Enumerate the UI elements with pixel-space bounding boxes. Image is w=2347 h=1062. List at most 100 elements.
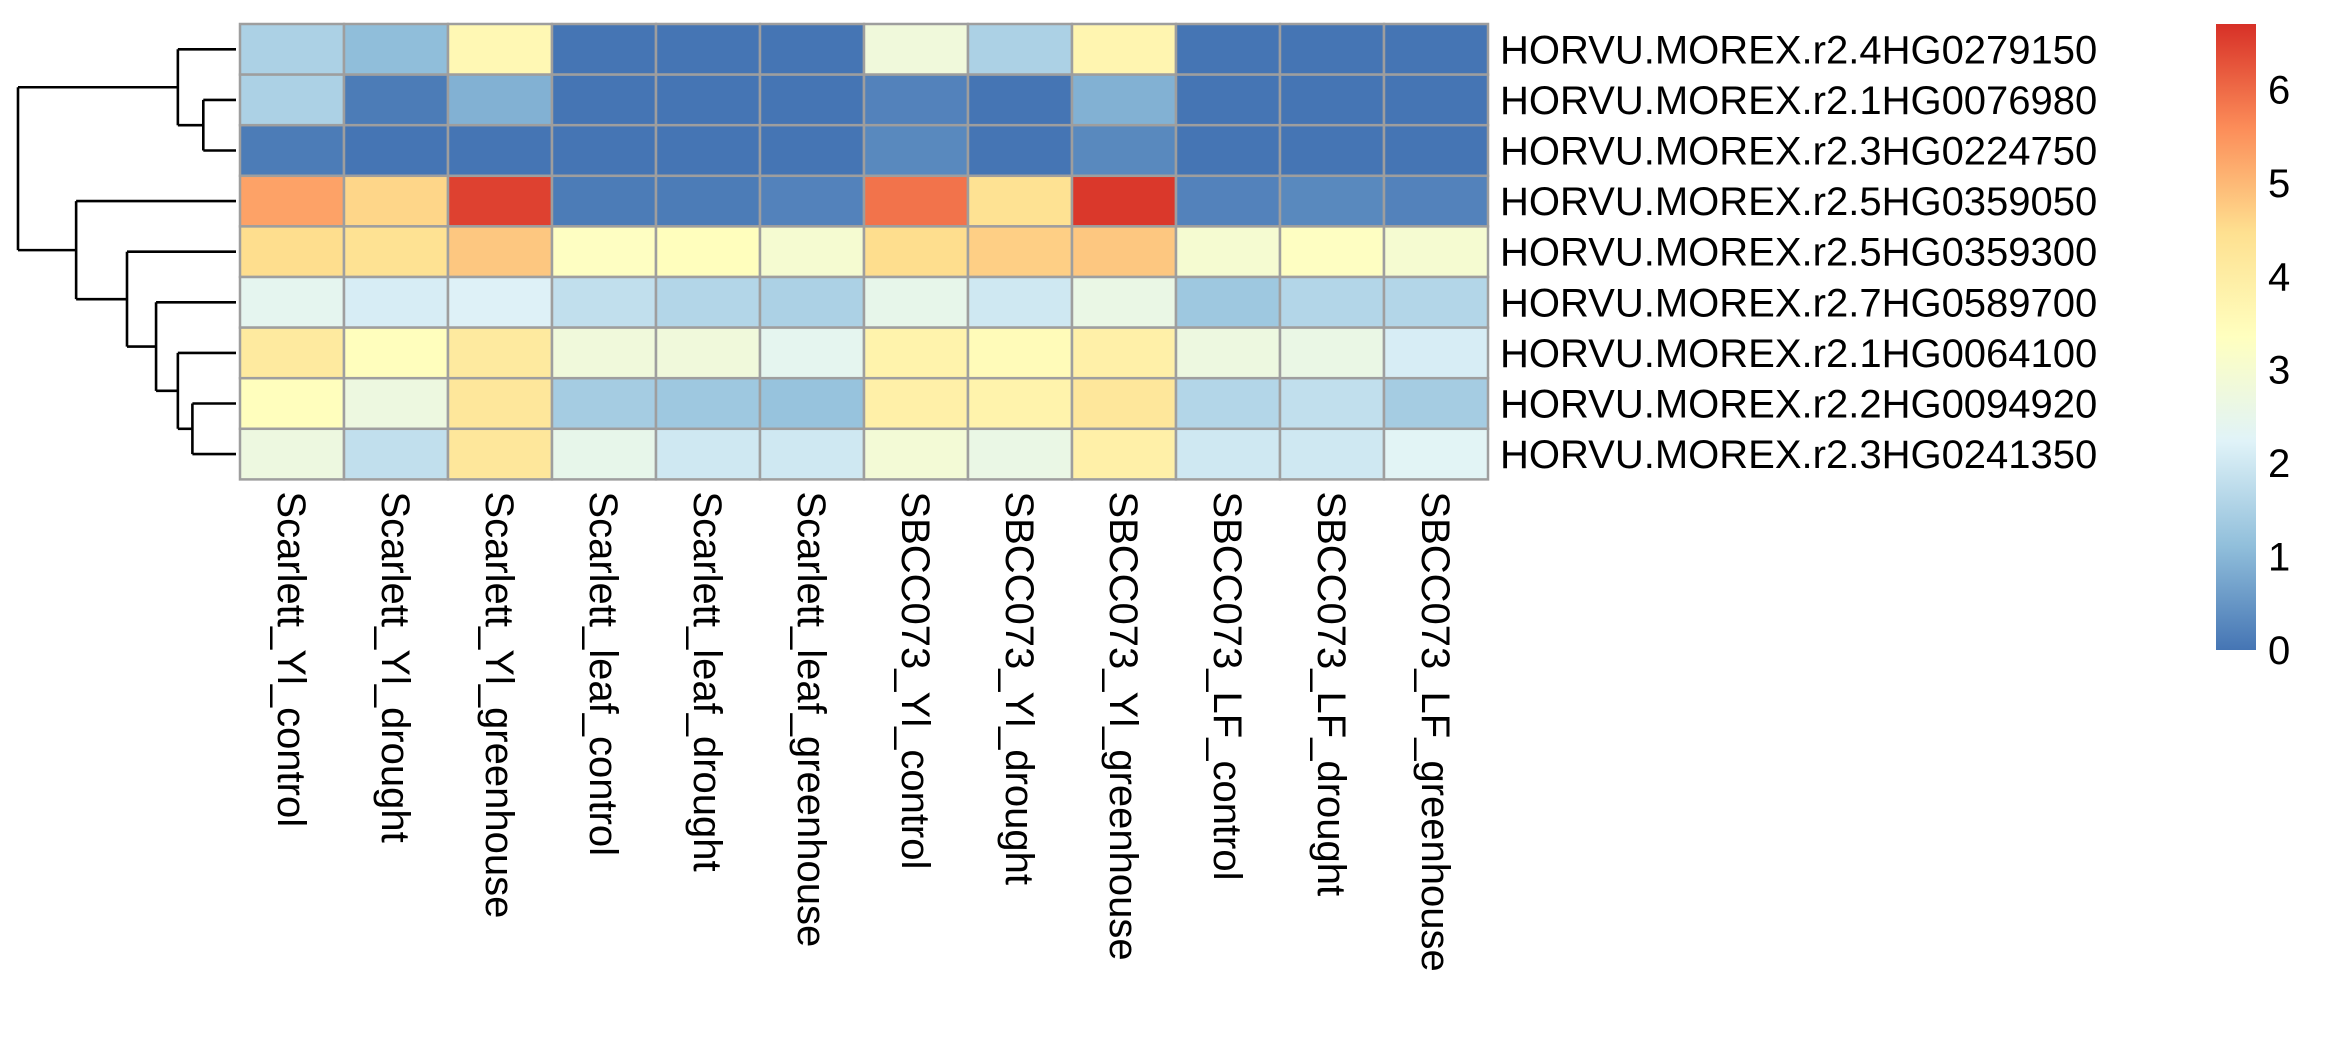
heatmap-cell [862,376,970,431]
heatmap-cell [1070,73,1178,127]
colorbar [2216,24,2256,650]
heatmap-cell [758,22,866,76]
column-label: Scarlett_Yl_drought [373,491,417,842]
row-dendrogram [16,47,236,456]
heatmap-cell [654,427,762,481]
color-legend: 0 1 2 3 4 5 6 [2216,24,2290,673]
row-label: HORVU.MOREX.r2.7HG0589700 [1500,281,2097,325]
heatmap-cell [758,225,866,279]
heatmap-cell [550,225,658,279]
row-label: HORVU.MOREX.r2.3HG0224750 [1500,130,2097,174]
heatmap-cell [238,123,346,178]
heatmap-cell [862,275,970,329]
heatmap-cell [966,73,1074,127]
heatmap-cell [550,174,658,228]
heatmap-cell [342,275,450,329]
heatmap-cell [238,376,346,431]
heatmap-cell [1070,22,1178,76]
heatmap-cell [966,225,1074,279]
heatmap-cell [1382,275,1490,329]
heatmap-cell [1382,376,1490,431]
heatmap-cell [238,225,346,279]
heatmap-cell [550,123,658,178]
heatmap-cell [862,73,970,127]
heatmap-cell [1382,22,1490,76]
heatmap-cell [238,427,346,481]
heatmap-cell [446,22,554,76]
heatmap-cell [654,225,762,279]
heatmap-cell [1174,174,1282,228]
heatmap-cell [654,326,762,380]
heatmap-cell [862,326,970,380]
heatmap-cell [342,225,450,279]
heatmap-cell [550,427,658,481]
colorbar-tick-label: 3 [2268,349,2290,393]
heatmap-cell [654,174,762,228]
heatmap-cell [1174,22,1282,76]
heatmap-cell [1382,427,1490,481]
heatmap-cell [550,73,658,127]
heatmap-cell [238,22,346,76]
row-label: HORVU.MOREX.r2.5HG0359050 [1500,180,2097,224]
heatmap-cell [758,376,866,431]
column-label: Scarlett_leaf_control [581,491,625,856]
heatmap-cell [446,225,554,279]
heatmap-cell [1382,174,1490,228]
heatmap-cell [654,73,762,127]
heatmap-cell [550,326,658,380]
heatmap-cell [1382,225,1490,279]
heatmap-cell [654,275,762,329]
heatmap-cell [446,326,554,380]
heatmap-cell [654,22,762,76]
heatmap-cell [1382,73,1490,127]
column-label: SBCC073_LF_greenhouse [1413,491,1457,971]
heatmap-cell [1278,376,1386,431]
heatmap-cell [966,123,1074,178]
heatmap-cell [966,376,1074,431]
heatmap-cell [654,376,762,431]
heatmap-cell [1278,326,1386,380]
heatmap-cell [862,427,970,481]
heatmap-cell [342,326,450,380]
heatmap-cell [654,123,762,178]
column-label: SBCC073_Yl_control [893,491,937,869]
heatmap-cell [966,174,1074,228]
heatmap-cell [1070,275,1178,329]
colorbar-tick-label: 1 [2268,536,2290,580]
heatmap-cell [758,73,866,127]
heatmap-cell [1278,427,1386,481]
heatmap-cell [1070,376,1178,431]
heatmap-cell [966,427,1074,481]
row-label: HORVU.MOREX.r2.2HG0094920 [1500,383,2097,427]
column-label: Scarlett_Yl_control [269,491,313,827]
column-label: Scarlett_leaf_greenhouse [789,491,833,947]
heatmap-cell [446,73,554,127]
heatmap-cell [758,326,866,380]
row-label: HORVU.MOREX.r2.1HG0076980 [1500,79,2097,123]
heatmap-cell [1174,225,1282,279]
heatmap-cell [1174,427,1282,481]
heatmap-cell [1174,123,1282,178]
heatmap-cell [758,174,866,228]
column-label: SBCC073_Yl_greenhouse [1101,491,1145,960]
heatmap-cell [1070,427,1178,481]
row-label: HORVU.MOREX.r2.4HG0279150 [1500,28,2097,72]
heatmap-cell [342,123,450,178]
heatmap-cell [1174,275,1282,329]
heatmap-cell [1174,326,1282,380]
heatmap-cell [1278,225,1386,279]
heatmap-cell [966,275,1074,329]
heatmap-cell [1070,225,1178,279]
row-label: HORVU.MOREX.r2.3HG0241350 [1500,433,2097,477]
column-label: SBCC073_LF_control [1205,491,1249,880]
heatmap-cell [1278,73,1386,127]
heatmap-cell [1278,123,1386,178]
heatmap-cell [446,376,554,431]
heatmap-cell [1278,174,1386,228]
heatmap-cell [862,22,970,76]
colorbar-tick-label: 2 [2268,442,2290,486]
heatmap-cell [238,174,346,228]
column-label: Scarlett_Yl_greenhouse [477,491,521,918]
heatmap-cell [342,376,450,431]
